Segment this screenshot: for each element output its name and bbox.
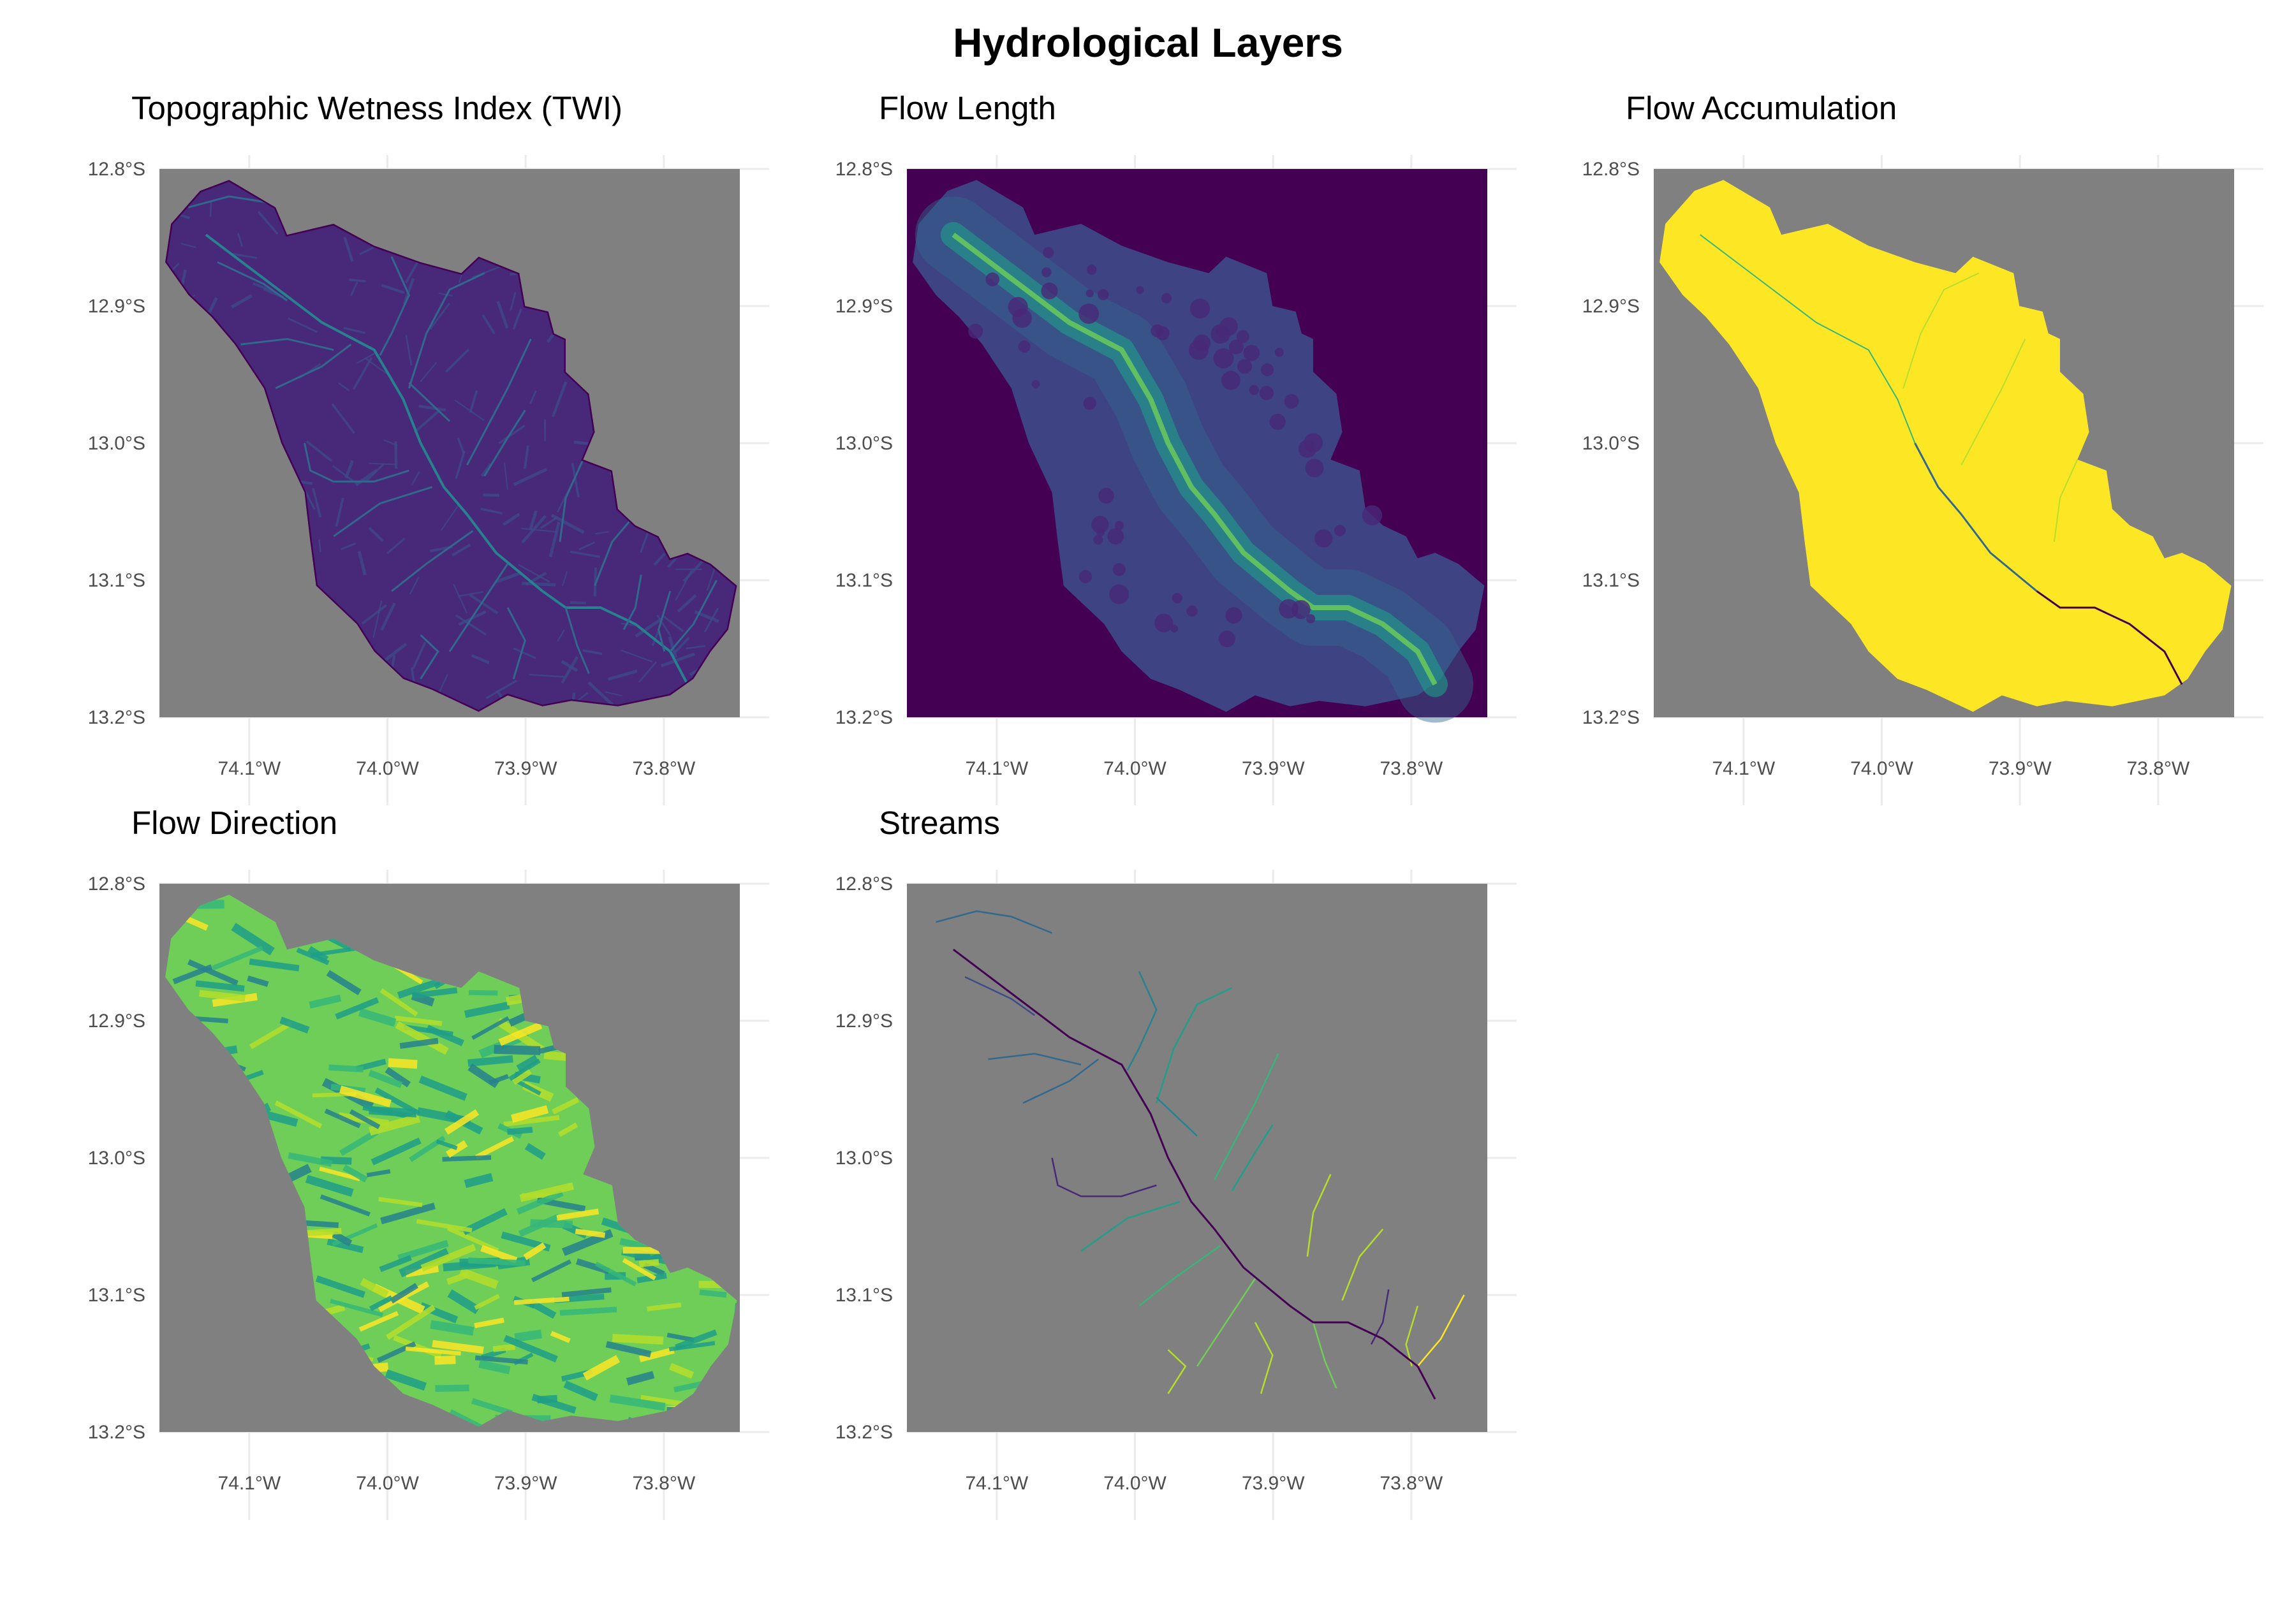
y-tick-label: 12.8°S [88, 159, 145, 180]
x-tick-label: 73.9°W [1242, 1473, 1305, 1494]
flow-length-raster [907, 169, 1487, 717]
y-tick-label: 12.9°S [88, 296, 145, 317]
x-tick-label: 74.1°W [217, 758, 281, 779]
y-tick-label: 13.0°S [88, 433, 145, 454]
x-tick-label: 74.1°W [1712, 758, 1775, 779]
y-tick-label: 12.8°S [835, 159, 893, 180]
x-tick-label: 73.9°W [1989, 758, 2052, 779]
y-tick-label: 12.8°S [1582, 159, 1640, 180]
y-tick-label: 12.9°S [88, 1011, 145, 1032]
y-tick-label: 13.1°S [1582, 570, 1640, 591]
y-tick-label: 12.9°S [835, 296, 893, 317]
x-tick-label: 73.9°W [494, 758, 557, 779]
x-tick-label: 74.0°W [356, 1473, 419, 1494]
x-tick-label: 74.0°W [1850, 758, 1913, 779]
y-tick-label: 13.2°S [88, 707, 145, 728]
x-tick-label: 73.8°W [1380, 758, 1443, 779]
y-tick-label: 13.2°S [835, 1422, 893, 1443]
x-tick-label: 73.9°W [1242, 758, 1305, 779]
y-tick-label: 13.0°S [88, 1148, 145, 1169]
x-tick-label: 74.1°W [217, 1473, 281, 1494]
figure-title: Hydrological Layers [0, 19, 2296, 66]
x-tick-label: 74.1°W [965, 1473, 1028, 1494]
x-tick-label: 74.1°W [965, 758, 1028, 779]
x-tick-label: 74.0°W [356, 758, 419, 779]
x-tick-label: 73.8°W [2126, 758, 2189, 779]
y-tick-label: 13.1°S [88, 570, 145, 591]
y-tick-label: 13.2°S [835, 707, 893, 728]
x-tick-label: 74.0°W [1103, 1473, 1166, 1494]
x-tick-label: 73.8°W [1380, 1473, 1443, 1494]
y-tick-label: 13.1°S [88, 1285, 145, 1306]
y-tick-label: 13.2°S [1582, 707, 1640, 728]
na-background [907, 884, 1487, 1432]
y-tick-label: 13.0°S [835, 1148, 893, 1169]
y-tick-label: 12.8°S [88, 874, 145, 895]
y-tick-label: 13.1°S [835, 570, 893, 591]
y-tick-label: 13.0°S [835, 433, 893, 454]
y-tick-label: 13.1°S [835, 1285, 893, 1306]
x-tick-label: 74.0°W [1103, 758, 1166, 779]
y-tick-label: 12.9°S [835, 1011, 893, 1032]
y-tick-label: 13.0°S [1582, 433, 1640, 454]
y-tick-label: 12.8°S [835, 874, 893, 895]
x-tick-label: 73.9°W [494, 1473, 557, 1494]
x-tick-label: 73.8°W [632, 1473, 695, 1494]
y-tick-label: 13.2°S [88, 1422, 145, 1443]
x-tick-label: 73.8°W [632, 758, 695, 779]
y-tick-label: 12.9°S [1582, 296, 1640, 317]
